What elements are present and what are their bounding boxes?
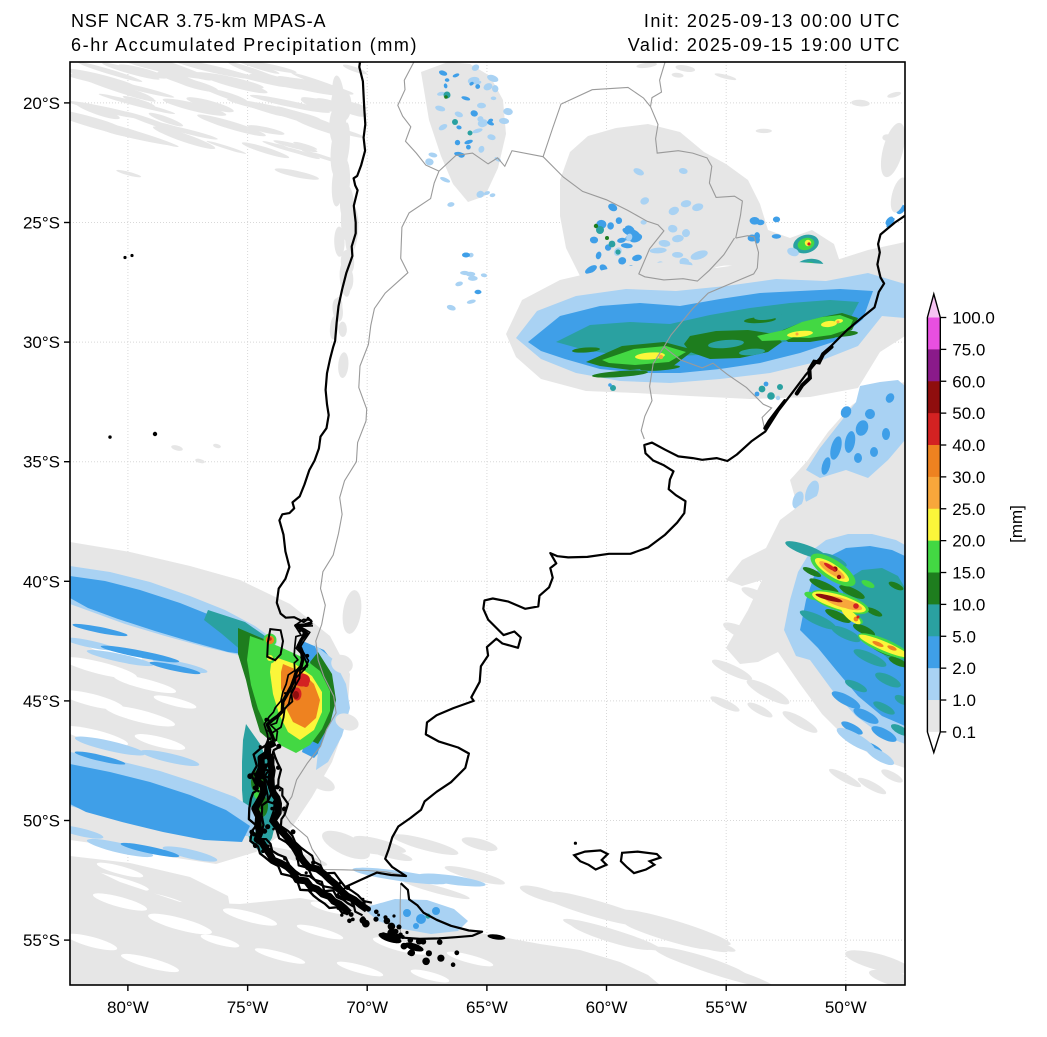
svg-text:1.0: 1.0 — [952, 691, 976, 710]
svg-text:60.0: 60.0 — [952, 372, 985, 391]
svg-text:20.0: 20.0 — [952, 532, 985, 551]
svg-text:80°W: 80°W — [107, 998, 149, 1017]
svg-text:0.1: 0.1 — [952, 723, 976, 742]
svg-text:Init: 2025-09-13 00:00 UTC: Init: 2025-09-13 00:00 UTC — [644, 11, 901, 31]
svg-text:2.0: 2.0 — [952, 659, 976, 678]
svg-text:40°S: 40°S — [23, 572, 60, 591]
svg-text:Valid: 2025-09-15 19:00 UTC: Valid: 2025-09-15 19:00 UTC — [628, 35, 901, 55]
svg-text:NSF NCAR 3.75-km MPAS-A: NSF NCAR 3.75-km MPAS-A — [71, 11, 326, 31]
svg-text:50°S: 50°S — [23, 812, 60, 831]
svg-text:45°S: 45°S — [23, 692, 60, 711]
svg-text:30°S: 30°S — [23, 333, 60, 352]
svg-text:75.0: 75.0 — [952, 340, 985, 359]
svg-text:[mm]: [mm] — [1007, 505, 1026, 543]
svg-text:75°W: 75°W — [227, 998, 269, 1017]
svg-text:35°S: 35°S — [23, 453, 60, 472]
svg-text:20°S: 20°S — [23, 94, 60, 113]
svg-text:40.0: 40.0 — [952, 436, 985, 455]
svg-text:6-hr Accumulated Precipitation: 6-hr Accumulated Precipitation (mm) — [71, 35, 418, 55]
svg-text:55°S: 55°S — [23, 931, 60, 950]
svg-text:60°W: 60°W — [586, 998, 628, 1017]
svg-text:70°W: 70°W — [346, 998, 388, 1017]
svg-text:25°S: 25°S — [23, 214, 60, 233]
svg-text:5.0: 5.0 — [952, 627, 976, 646]
svg-text:25.0: 25.0 — [952, 500, 985, 519]
svg-text:15.0: 15.0 — [952, 564, 985, 583]
svg-text:100.0: 100.0 — [952, 309, 995, 328]
svg-text:10.0: 10.0 — [952, 595, 985, 614]
svg-text:30.0: 30.0 — [952, 468, 985, 487]
svg-text:50°W: 50°W — [825, 998, 867, 1017]
svg-text:50.0: 50.0 — [952, 404, 985, 423]
svg-text:55°W: 55°W — [705, 998, 747, 1017]
svg-text:65°W: 65°W — [466, 998, 508, 1017]
